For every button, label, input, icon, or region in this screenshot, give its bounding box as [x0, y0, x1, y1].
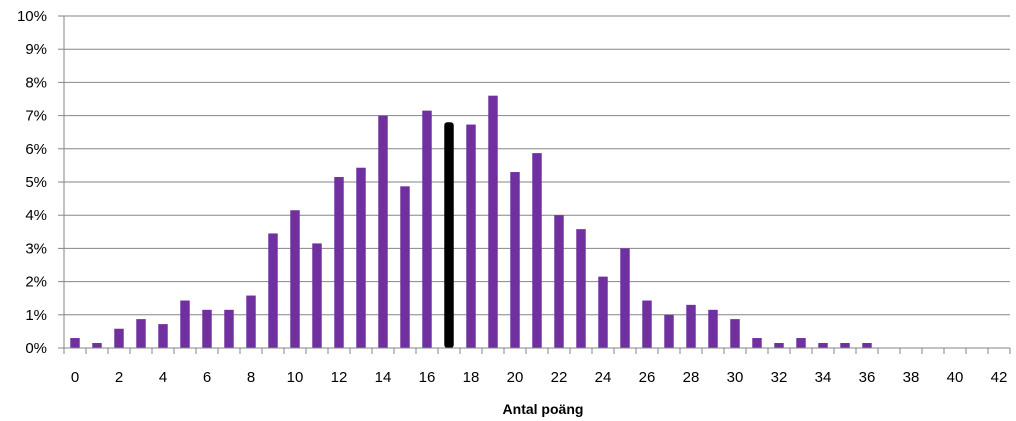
bar	[554, 215, 564, 348]
x-tick-label: 32	[771, 369, 788, 386]
x-tick-label: 34	[815, 369, 832, 386]
x-tick-label: 0	[71, 369, 79, 386]
y-tick-label: 9%	[25, 41, 47, 58]
y-tick-labels: 0% 1% 2% 3% 4% 5% 6% 7% 8% 9% 10%	[17, 8, 47, 357]
bar	[730, 319, 740, 348]
bar	[752, 338, 762, 348]
bar	[114, 328, 124, 348]
x-tick-label: 10	[287, 369, 304, 386]
x-tick-label: 22	[551, 369, 568, 386]
bar	[510, 172, 520, 348]
bar	[334, 177, 344, 348]
bar	[774, 343, 784, 348]
bar	[70, 338, 80, 348]
bar	[818, 343, 828, 348]
bar	[136, 319, 146, 348]
bar	[686, 304, 696, 348]
bar	[620, 248, 630, 348]
x-tick-label: 2	[115, 369, 123, 386]
bar	[378, 115, 388, 348]
y-tick-label: 4%	[25, 207, 47, 224]
y-tick-label: 7%	[25, 108, 47, 125]
x-tick-label: 38	[903, 369, 920, 386]
x-tick-label: 30	[727, 369, 744, 386]
x-tick-label: 8	[247, 369, 255, 386]
bar	[158, 324, 168, 348]
y-tick-label: 2%	[25, 274, 47, 291]
y-tick-label: 3%	[25, 240, 47, 257]
bar	[488, 95, 498, 349]
bar	[180, 300, 190, 348]
bar	[862, 343, 872, 348]
bar	[246, 295, 256, 348]
bar-highlighted	[444, 122, 454, 349]
x-tick-labels: 0 2 4 6 8 10 12 14 16 18 20 22 24 26 28 30 32 34 36 38 40 42	[71, 369, 1008, 386]
axes	[58, 15, 1011, 354]
bar	[312, 243, 322, 348]
x-tick-label: 20	[507, 369, 524, 386]
bars	[70, 95, 872, 349]
x-tick-label: 6	[203, 369, 211, 386]
bar	[642, 300, 652, 348]
x-tick-label: 36	[859, 369, 876, 386]
y-tick-label: 1%	[25, 307, 47, 324]
bar	[598, 276, 608, 348]
bar	[664, 314, 674, 348]
y-tick-label: 10%	[17, 8, 47, 25]
bar	[400, 186, 410, 348]
y-tick-label: 5%	[25, 174, 47, 191]
bar	[202, 309, 212, 348]
bar	[356, 167, 366, 348]
bar	[224, 309, 234, 348]
bar	[576, 229, 586, 348]
x-axis-title: Antal poäng	[503, 401, 584, 417]
x-tick-label: 4	[159, 369, 167, 386]
y-tick-label: 0%	[25, 340, 47, 357]
x-tick-label: 24	[595, 369, 612, 386]
x-tick-label: 26	[639, 369, 656, 386]
bar	[290, 210, 300, 348]
x-tick-label: 42	[991, 369, 1008, 386]
bar	[466, 124, 476, 349]
bar	[532, 153, 542, 348]
y-tick-label: 8%	[25, 74, 47, 91]
x-tick-label: 18	[463, 369, 480, 386]
bar	[268, 233, 278, 348]
bar	[796, 338, 806, 348]
x-tick-label: 16	[419, 369, 436, 386]
bar	[708, 309, 718, 348]
y-tick-label: 6%	[25, 141, 47, 158]
x-tick-label: 14	[375, 369, 392, 386]
x-tick-label: 12	[331, 369, 348, 386]
bar	[422, 110, 432, 349]
x-tick-label: 40	[947, 369, 964, 386]
x-tick-label: 28	[683, 369, 700, 386]
bar	[92, 343, 102, 348]
bar	[840, 343, 850, 348]
